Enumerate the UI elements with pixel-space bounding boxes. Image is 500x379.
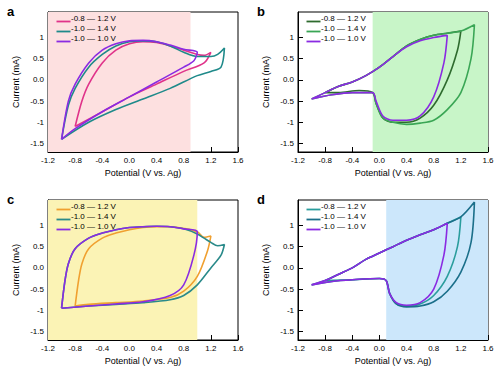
svg-text:-0.4: -0.4 xyxy=(95,344,109,353)
svg-text:-1: -1 xyxy=(287,306,295,315)
svg-text:1: 1 xyxy=(290,33,295,42)
svg-text:0.0: 0.0 xyxy=(283,263,295,272)
svg-text:b: b xyxy=(257,4,265,19)
svg-text:1.2: 1.2 xyxy=(455,156,467,165)
svg-text:Potential (V vs. Ag): Potential (V vs. Ag) xyxy=(355,168,432,178)
svg-text:-0.5: -0.5 xyxy=(30,97,44,106)
svg-text:0.0: 0.0 xyxy=(124,344,136,353)
svg-text:-1.2: -1.2 xyxy=(41,156,55,165)
svg-text:-0.8 — 1.2 V: -0.8 — 1.2 V xyxy=(71,14,117,23)
svg-text:1.6: 1.6 xyxy=(232,156,244,165)
svg-text:-0.8 — 1.2 V: -0.8 — 1.2 V xyxy=(71,202,117,211)
svg-text:-0.8: -0.8 xyxy=(68,344,82,353)
svg-text:-1: -1 xyxy=(287,118,295,127)
svg-text:1.2: 1.2 xyxy=(455,344,467,353)
svg-text:Current (mA): Current (mA) xyxy=(261,244,271,296)
svg-text:a: a xyxy=(7,4,15,19)
svg-text:1.6: 1.6 xyxy=(232,344,244,353)
svg-text:Potential (V vs. Ag): Potential (V vs. Ag) xyxy=(105,356,182,366)
svg-text:-0.4: -0.4 xyxy=(345,156,359,165)
svg-text:-1.5: -1.5 xyxy=(30,139,44,148)
svg-text:0.5: 0.5 xyxy=(283,54,295,63)
svg-text:Potential (V vs. Ag): Potential (V vs. Ag) xyxy=(355,356,432,366)
svg-text:Current (mA): Current (mA) xyxy=(11,244,21,296)
svg-text:1.2: 1.2 xyxy=(205,156,217,165)
svg-text:1: 1 xyxy=(290,221,295,230)
svg-text:-1.5: -1.5 xyxy=(280,139,294,148)
svg-text:-0.4: -0.4 xyxy=(345,344,359,353)
svg-text:c: c xyxy=(7,192,14,207)
svg-text:-1.0 — 1.4 V: -1.0 — 1.4 V xyxy=(321,212,367,221)
svg-text:1.6: 1.6 xyxy=(482,344,494,353)
svg-text:1.6: 1.6 xyxy=(482,156,494,165)
svg-text:-1.2: -1.2 xyxy=(291,344,305,353)
svg-text:-1.0 — 1.4 V: -1.0 — 1.4 V xyxy=(321,24,367,33)
svg-text:0.0: 0.0 xyxy=(124,156,136,165)
svg-text:-0.5: -0.5 xyxy=(280,285,294,294)
svg-text:0.4: 0.4 xyxy=(151,156,163,165)
svg-text:0.5: 0.5 xyxy=(33,54,45,63)
svg-text:-0.5: -0.5 xyxy=(30,285,44,294)
svg-text:0.0: 0.0 xyxy=(374,344,386,353)
svg-text:0.0: 0.0 xyxy=(33,75,45,84)
svg-text:-1.2: -1.2 xyxy=(41,344,55,353)
svg-text:-1.5: -1.5 xyxy=(30,327,44,336)
svg-text:-1.5: -1.5 xyxy=(280,327,294,336)
svg-text:Current (mA): Current (mA) xyxy=(261,56,271,108)
svg-text:-1.0 — 1.0 V: -1.0 — 1.0 V xyxy=(321,34,367,43)
svg-text:-1: -1 xyxy=(37,118,45,127)
svg-text:0.8: 0.8 xyxy=(178,156,190,165)
svg-text:-0.8: -0.8 xyxy=(318,344,332,353)
svg-text:0.0: 0.0 xyxy=(374,156,386,165)
svg-text:-0.8: -0.8 xyxy=(318,156,332,165)
svg-text:-0.8 — 1.2 V: -0.8 — 1.2 V xyxy=(321,14,367,23)
svg-text:0.8: 0.8 xyxy=(428,344,440,353)
svg-text:1.2: 1.2 xyxy=(205,344,217,353)
svg-text:0.5: 0.5 xyxy=(283,242,295,251)
svg-text:-1.0 — 1.0 V: -1.0 — 1.0 V xyxy=(71,34,117,43)
svg-text:-1.0 — 1.4 V: -1.0 — 1.4 V xyxy=(71,212,117,221)
svg-text:-0.4: -0.4 xyxy=(95,156,109,165)
svg-text:Potential (V vs. Ag): Potential (V vs. Ag) xyxy=(105,168,182,178)
svg-text:0.8: 0.8 xyxy=(428,156,440,165)
svg-text:-1.0 — 1.0 V: -1.0 — 1.0 V xyxy=(321,222,367,231)
svg-text:-1.0 — 1.0 V: -1.0 — 1.0 V xyxy=(71,222,117,231)
svg-text:-0.8: -0.8 xyxy=(68,156,82,165)
svg-text:-0.8 — 1.2 V: -0.8 — 1.2 V xyxy=(321,202,367,211)
svg-text:0.8: 0.8 xyxy=(178,344,190,353)
svg-text:-1: -1 xyxy=(37,306,45,315)
svg-text:0.4: 0.4 xyxy=(401,344,413,353)
svg-text:1: 1 xyxy=(40,33,45,42)
svg-text:-1.2: -1.2 xyxy=(291,156,305,165)
svg-text:-0.5: -0.5 xyxy=(280,97,294,106)
svg-text:1: 1 xyxy=(40,221,45,230)
svg-text:0.0: 0.0 xyxy=(33,263,45,272)
svg-text:0.0: 0.0 xyxy=(283,75,295,84)
svg-text:0.4: 0.4 xyxy=(151,344,163,353)
svg-text:0.4: 0.4 xyxy=(401,156,413,165)
svg-text:d: d xyxy=(257,192,265,207)
svg-text:0.5: 0.5 xyxy=(33,242,45,251)
svg-text:-1.0 — 1.4 V: -1.0 — 1.4 V xyxy=(71,24,117,33)
svg-text:Current (mA): Current (mA) xyxy=(11,56,21,108)
